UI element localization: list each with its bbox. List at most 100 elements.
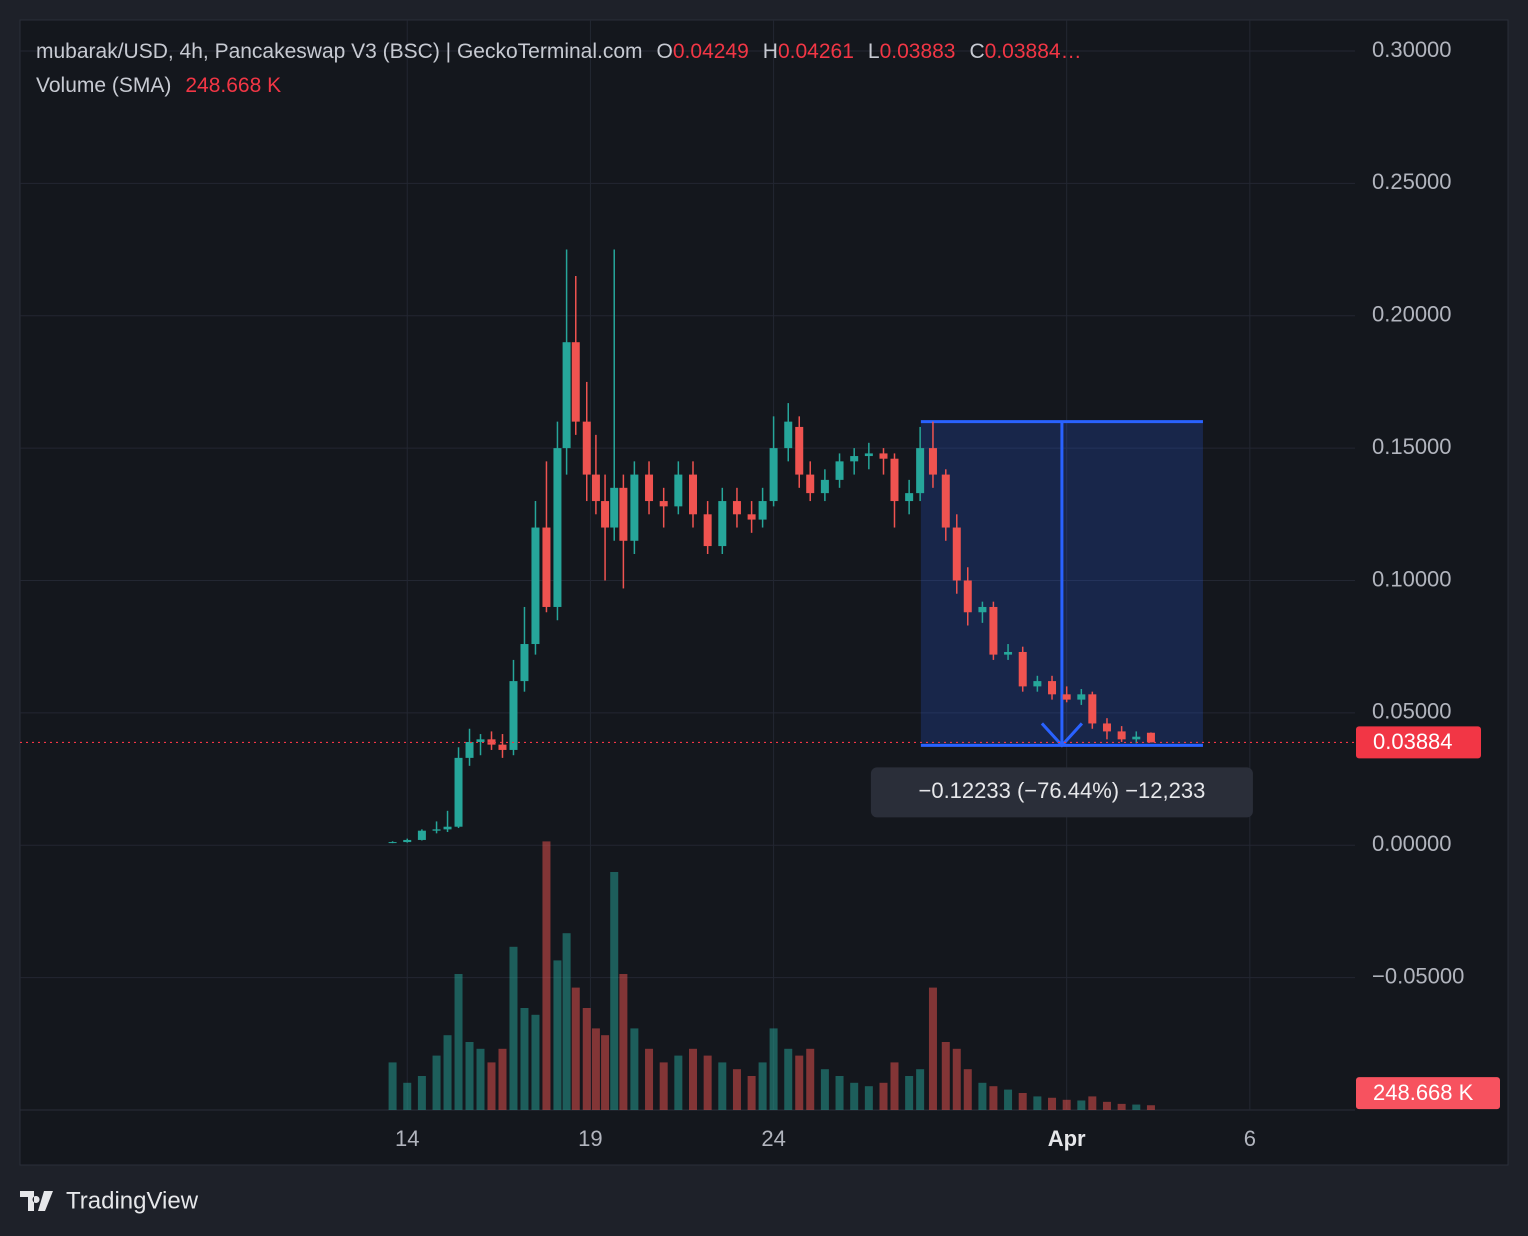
- ohlc-value: 0.03883: [880, 40, 956, 63]
- candle-body: [388, 842, 397, 844]
- candle-body: [542, 527, 551, 607]
- x-tick-label: 24: [761, 1126, 785, 1151]
- volume-bar: [531, 1014, 540, 1110]
- candle-body: [1077, 694, 1086, 700]
- y-tick-label: 0.05000: [1372, 699, 1452, 724]
- candle-body: [674, 474, 683, 507]
- overlays: 0.03884 248.668 K: [20, 726, 1500, 1110]
- volume-bar: [864, 1086, 873, 1110]
- logo-mark: [20, 1191, 53, 1211]
- candle-body: [465, 741, 474, 758]
- volume-bar: [703, 1055, 712, 1110]
- candle-body: [591, 474, 600, 502]
- ohlc-value: 0.04261: [778, 40, 854, 63]
- volume-bar: [1033, 1096, 1042, 1110]
- candle-body: [835, 461, 844, 480]
- last-price-label: 0.03884: [1373, 729, 1453, 754]
- volume-bar: [417, 1076, 426, 1110]
- candle-body: [758, 501, 767, 520]
- volume-bar: [553, 960, 562, 1110]
- candle-body: [454, 757, 463, 827]
- candle-body: [562, 342, 571, 449]
- candle-body: [1088, 694, 1097, 724]
- ohlc-key: H: [763, 40, 778, 63]
- volume-bar: [978, 1082, 987, 1110]
- volume-bar: [542, 841, 551, 1110]
- volume-bar: [1077, 1100, 1086, 1110]
- volume-bar: [630, 1028, 639, 1110]
- volume-bar: [1088, 1096, 1097, 1110]
- y-tick-label: 0.25000: [1372, 169, 1452, 194]
- volume-bar: [659, 1062, 668, 1110]
- volume-bar: [591, 1028, 600, 1110]
- legend-line: mubarak/USD, 4h, Pancakeswap V3 (BSC) | …: [36, 40, 1082, 63]
- candle-body: [916, 448, 925, 494]
- volume-bar: [1146, 1105, 1155, 1110]
- volume-bar: [952, 1048, 961, 1110]
- volume-bar: [645, 1048, 654, 1110]
- volume-bar: [1102, 1101, 1111, 1110]
- measure-label: −0.12233 (−76.44%) −12,233: [918, 778, 1205, 803]
- candle-body: [509, 681, 518, 750]
- candle-body: [718, 501, 727, 547]
- volume-bar: [454, 974, 463, 1110]
- candle-body: [703, 514, 712, 547]
- volume-bar: [1048, 1097, 1057, 1110]
- candle-body: [619, 487, 628, 541]
- volume-bar: [784, 1048, 793, 1110]
- volume-bar: [905, 1076, 914, 1110]
- volume-bar: [890, 1062, 899, 1110]
- volume-bar: [403, 1082, 412, 1110]
- volume-bar: [989, 1086, 998, 1110]
- candle-body: [645, 474, 654, 502]
- volume-bar: [487, 1062, 496, 1110]
- candle-body: [610, 487, 619, 528]
- ohlc-key: C: [970, 40, 985, 63]
- candle-body: [601, 501, 610, 528]
- volume-bar: [928, 987, 937, 1110]
- candle-body: [1004, 651, 1013, 655]
- candle-body: [571, 342, 580, 422]
- candle-body: [688, 474, 697, 515]
- ohlc-key: L: [868, 40, 880, 63]
- y-tick-label: 0.00000: [1372, 831, 1452, 856]
- candle-body: [747, 514, 756, 520]
- volume-bar: [520, 1008, 529, 1110]
- candle-body: [905, 493, 914, 502]
- y-tick-label: 0.20000: [1372, 302, 1452, 327]
- candle-body: [978, 606, 987, 613]
- candle-body: [732, 501, 741, 515]
- volume-bar: [941, 1042, 950, 1110]
- volume-bar: [795, 1055, 804, 1110]
- candle-body: [476, 739, 485, 742]
- chart-panel: [19, 19, 1509, 1166]
- candle-body: [498, 744, 507, 750]
- measure-label-box: [870, 767, 1253, 818]
- volume-bar: [509, 946, 518, 1110]
- volume-bar: [916, 1069, 925, 1110]
- ohlc-value: 0.03884…: [985, 40, 1082, 63]
- volume-sma-tag: [1356, 1077, 1500, 1110]
- candle-body: [879, 453, 888, 459]
- candle-body: [1102, 723, 1111, 732]
- volume-bar: [619, 974, 628, 1110]
- ohlc-key: O: [657, 40, 673, 63]
- candle-body: [1018, 651, 1027, 687]
- volume-bar: [465, 1042, 474, 1110]
- candle-body: [989, 606, 998, 655]
- volume-bar: [1117, 1103, 1126, 1110]
- volume-bar: [498, 1048, 507, 1110]
- candle-body: [1062, 694, 1071, 700]
- y-tick-label: 0.15000: [1372, 434, 1452, 459]
- brand-logo: TradingView: [20, 1187, 199, 1214]
- candle-body: [582, 421, 591, 475]
- volume-bar: [850, 1082, 859, 1110]
- volume-bar: [688, 1048, 697, 1110]
- volume-bar: [610, 872, 619, 1110]
- candle-body: [1048, 681, 1057, 695]
- volume-bar: [879, 1082, 888, 1110]
- candle-body: [890, 458, 899, 502]
- candle-body: [928, 448, 937, 475]
- measure-arrowhead: [1040, 722, 1084, 748]
